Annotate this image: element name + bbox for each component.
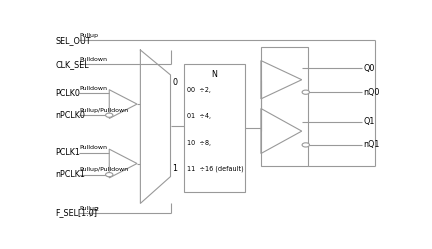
Text: 1: 1 bbox=[172, 164, 177, 173]
Text: Q0: Q0 bbox=[364, 64, 375, 73]
Text: 11  ÷16 (default): 11 ÷16 (default) bbox=[187, 165, 244, 172]
Text: SEL_OUT: SEL_OUT bbox=[56, 36, 91, 45]
Text: nPCLK1: nPCLK1 bbox=[56, 170, 86, 179]
Text: N: N bbox=[211, 70, 217, 79]
Text: 01  ÷4,: 01 ÷4, bbox=[187, 113, 211, 120]
Text: Q1: Q1 bbox=[364, 118, 375, 126]
Circle shape bbox=[302, 90, 309, 94]
Text: nPCLK0: nPCLK0 bbox=[56, 111, 86, 120]
Circle shape bbox=[105, 113, 113, 117]
Bar bbox=[184, 64, 245, 192]
Text: 0: 0 bbox=[172, 78, 177, 87]
Text: Pullup/Pulldown: Pullup/Pulldown bbox=[80, 108, 129, 113]
Text: 00  ÷2,: 00 ÷2, bbox=[187, 87, 211, 93]
Text: Pulldown: Pulldown bbox=[80, 86, 108, 91]
Circle shape bbox=[302, 143, 309, 147]
Text: nQ1: nQ1 bbox=[364, 140, 380, 149]
Text: Pullup: Pullup bbox=[80, 206, 99, 211]
Text: nQ0: nQ0 bbox=[364, 88, 380, 97]
Text: CLK_SEL: CLK_SEL bbox=[56, 60, 89, 69]
Text: Pulldown: Pulldown bbox=[80, 145, 108, 150]
Text: 10  ÷8,: 10 ÷8, bbox=[187, 139, 211, 145]
Text: F_SEL[1:0]: F_SEL[1:0] bbox=[56, 208, 98, 217]
Text: Pullup: Pullup bbox=[80, 33, 99, 38]
Text: PCLK0: PCLK0 bbox=[56, 89, 80, 98]
Circle shape bbox=[105, 173, 113, 177]
Text: 2: 2 bbox=[95, 207, 98, 212]
Bar bbox=[261, 47, 308, 166]
Text: Pulldown: Pulldown bbox=[80, 57, 108, 62]
Text: Pullup/Pulldown: Pullup/Pulldown bbox=[80, 167, 129, 172]
Text: PCLK1: PCLK1 bbox=[56, 148, 80, 157]
